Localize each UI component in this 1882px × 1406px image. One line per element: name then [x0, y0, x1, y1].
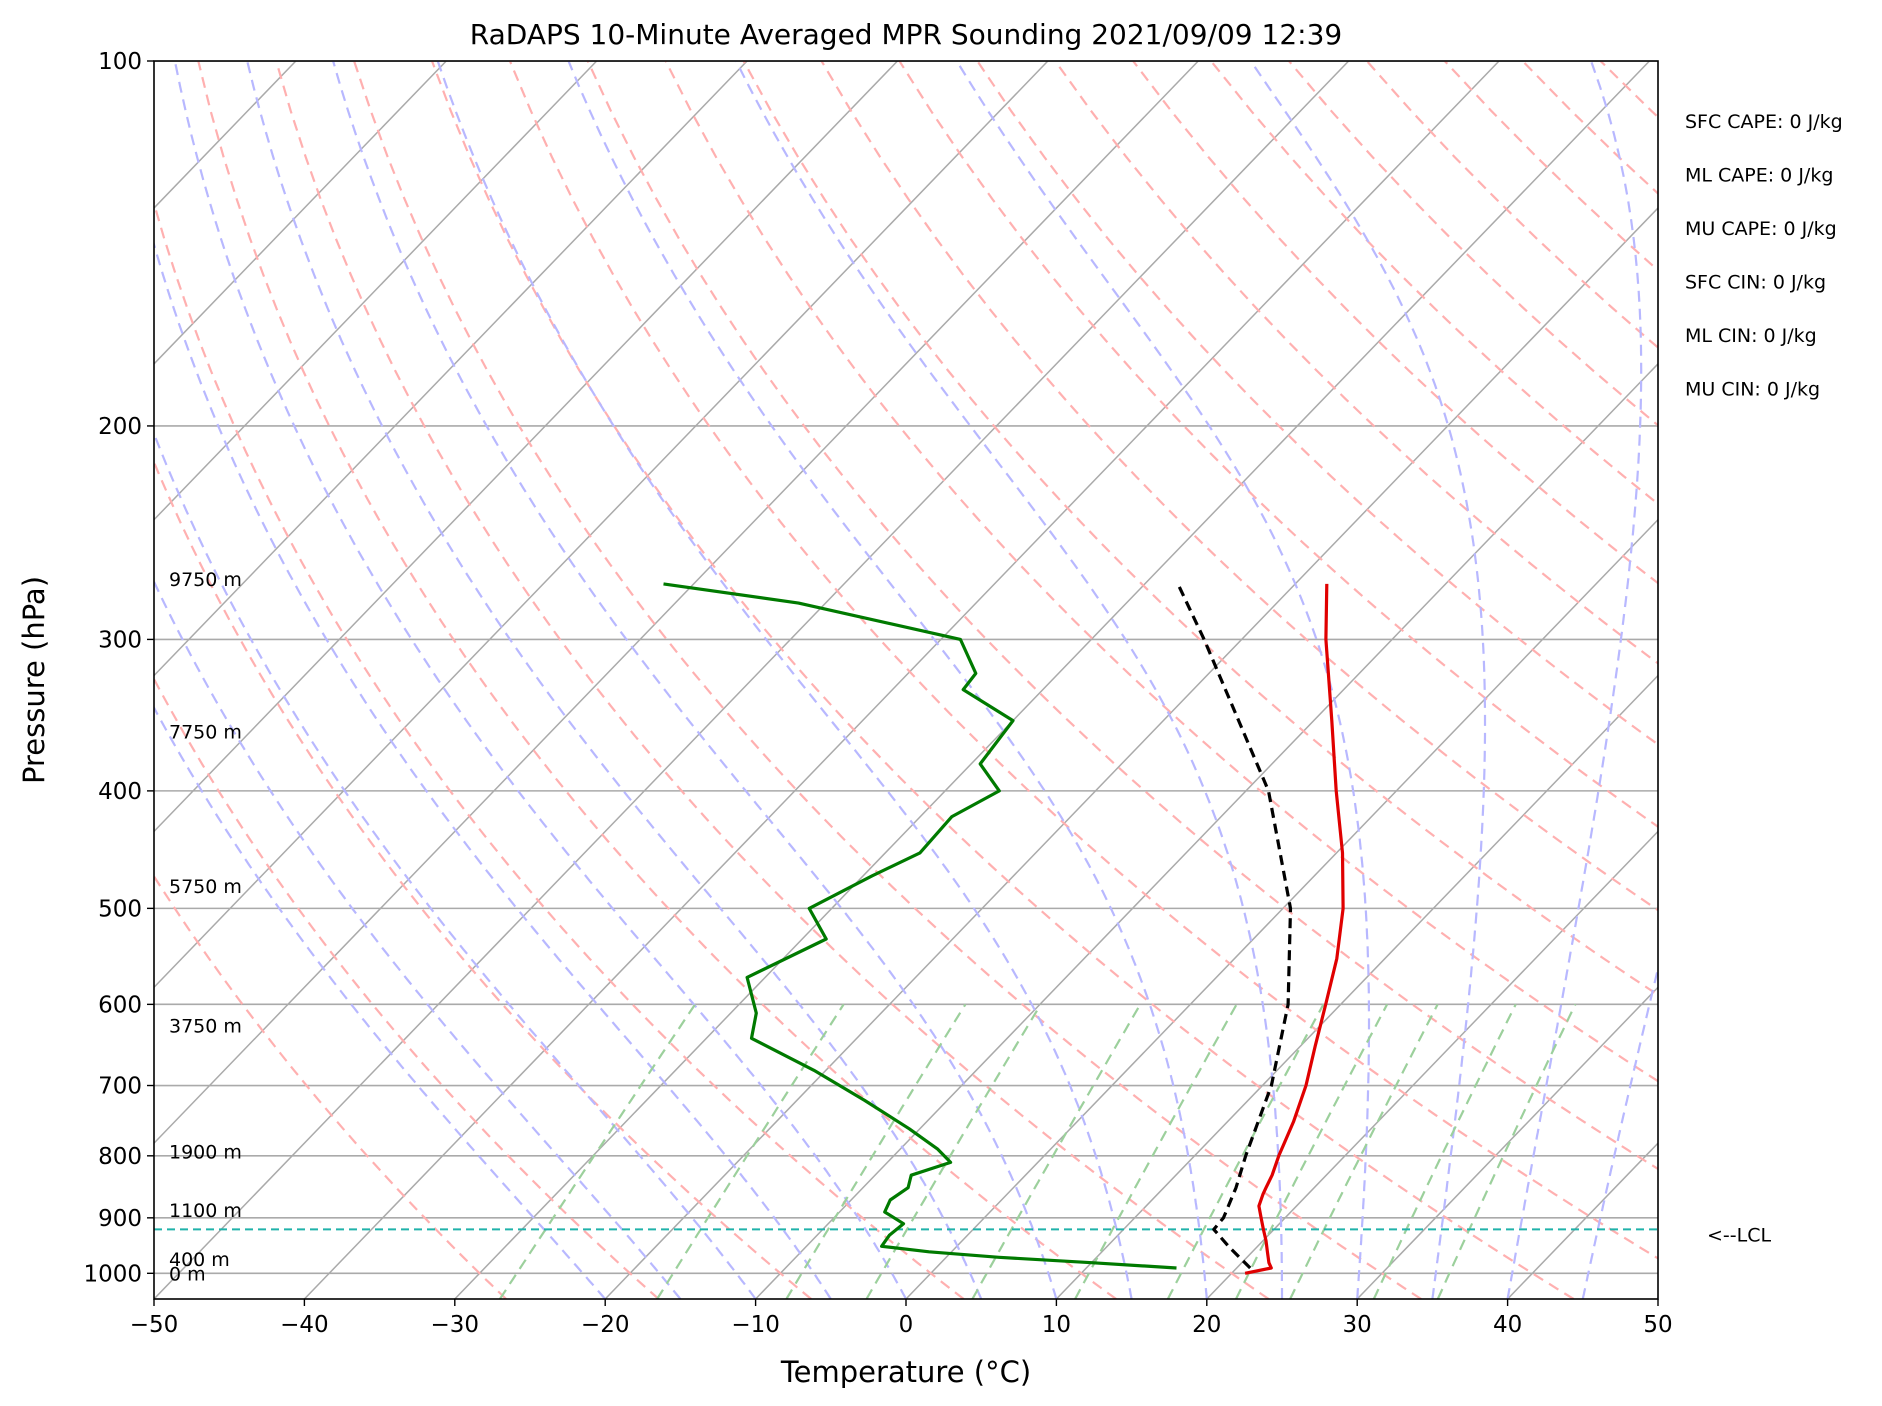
dry-adiabat-line	[430, 61, 1575, 1299]
height-label: 1100 m	[169, 1200, 242, 1222]
temperature-trace	[1244, 583, 1345, 1275]
lcl-label: <--LCL	[1707, 1224, 1771, 1246]
isotherm-line	[154, 61, 447, 365]
x-tick-label: 40	[1493, 1312, 1522, 1338]
dry-adiabat-line	[742, 61, 1658, 997]
height-labels: 9750 m 7750 m 5750 m 3750 m 1900 m 1100 m 400 …	[169, 569, 1771, 1285]
dry-adiabat-line	[664, 61, 1658, 1083]
height-label: 400 m	[169, 1249, 230, 1271]
moist-adiabat-line	[735, 61, 1284, 1299]
y-tick-label: 500	[98, 896, 142, 922]
height-label: 0 m	[169, 1263, 206, 1285]
dry-adiabat-line	[508, 61, 1658, 1260]
y-tick-label: 800	[98, 1144, 142, 1170]
axis-ticks: −50 −40 −30 −20 −10 0 10 20 30 40 50 100 200 300 400 50…	[83, 49, 1672, 1338]
x-tick-label: −50	[130, 1312, 179, 1338]
isotherm-line	[154, 61, 748, 677]
height-label: 3750 m	[169, 1016, 242, 1038]
stability-index: SFC CAPE: 0 J/kg	[1685, 111, 1843, 133]
isotherm-line	[1055, 674, 1658, 1299]
y-tick-label: 300	[98, 627, 142, 653]
height-label: 1900 m	[169, 1142, 242, 1164]
dry-adiabat-line	[197, 61, 1117, 1299]
moist-adiabat-line	[154, 240, 832, 1299]
moist-adiabat-line	[173, 61, 907, 1299]
x-tick-label: 50	[1643, 1312, 1672, 1338]
isotherm-line	[755, 362, 1658, 1299]
moist-adiabat-line	[567, 61, 1208, 1299]
y-tick-label: 100	[98, 49, 142, 75]
stability-index: SFC CIN: 0 J/kg	[1685, 272, 1826, 294]
mixing-ratio-line	[1074, 1003, 1238, 1299]
chart-title: RaDAPS 10-Minute Averaged MPR Sounding 2…	[470, 18, 1342, 51]
dry-adiabat-line	[275, 61, 1270, 1299]
isotherm-line	[905, 518, 1658, 1299]
y-tick-label: 600	[98, 992, 142, 1018]
isotherm-line	[454, 61, 1651, 1299]
x-tick-label: −20	[581, 1312, 630, 1338]
mixing-ratio-line	[498, 1003, 697, 1299]
mixing-ratio-line	[1166, 1003, 1325, 1299]
stability-index: MU CIN: 0 J/kg	[1685, 379, 1820, 401]
x-tick-label: −10	[731, 1312, 780, 1338]
moist-adiabat-line	[246, 61, 983, 1299]
moist-adiabat-line	[332, 61, 1058, 1299]
stability-index: ML CAPE: 0 J/kg	[1685, 165, 1833, 187]
dry-adiabat-line	[154, 459, 812, 1299]
y-tick-label: 900	[98, 1206, 142, 1232]
y-axis-label: Pressure (hPa)	[17, 576, 51, 784]
isotherm-line	[154, 61, 899, 833]
stability-indices: SFC CAPE: 0 J/kg ML CAPE: 0 J/kg MU CAPE: …	[1685, 111, 1843, 401]
mixing-ratio-line	[785, 1003, 967, 1299]
isotherm-line	[154, 61, 1350, 1299]
dewpoint-trace	[663, 582, 1177, 1270]
dry-adiabat-line	[154, 199, 965, 1299]
x-tick-label: 20	[1192, 1312, 1221, 1338]
parcel-trace	[1176, 583, 1293, 1270]
height-label: 7750 m	[169, 721, 242, 743]
dry-adiabat-line	[154, 874, 507, 1299]
data-traces	[663, 582, 1345, 1275]
x-tick-label: −40	[280, 1312, 329, 1338]
mixing-ratio-line	[1235, 1003, 1389, 1299]
stability-index: MU CAPE: 0 J/kg	[1685, 218, 1837, 240]
x-axis-label: Temperature (°C)	[780, 1355, 1031, 1389]
isotherm-line	[604, 206, 1658, 1299]
y-tick-label: 700	[98, 1074, 142, 1100]
isotherm-line	[1206, 830, 1658, 1299]
isotherm-line	[1356, 986, 1658, 1299]
moist-adiabat-line	[1581, 963, 1658, 1299]
isotherm-line	[154, 61, 1049, 989]
x-tick-label: 0	[899, 1312, 914, 1338]
y-tick-label: 200	[98, 414, 142, 440]
x-tick-label: 30	[1343, 1312, 1372, 1338]
isotherm-line	[154, 61, 598, 521]
moist-adiabat-line	[1249, 61, 1487, 1299]
dry-adiabat-line	[353, 61, 1422, 1299]
mixing-ratio-line	[1289, 1003, 1439, 1299]
mixing-ratio-line	[1436, 1003, 1577, 1299]
y-tick-label: 1000	[83, 1261, 142, 1287]
stability-index: ML CIN: 0 J/kg	[1685, 325, 1817, 347]
x-tick-label: 10	[1042, 1312, 1071, 1338]
moist-adiabat-line	[1506, 61, 1643, 1299]
mixing-ratio-line	[865, 1003, 1042, 1299]
height-label: 9750 m	[169, 569, 242, 591]
x-tick-label: −30	[431, 1312, 480, 1338]
background-grid	[154, 61, 1658, 1299]
isotherm-line	[154, 61, 1199, 1145]
mixing-ratio-line	[971, 1003, 1142, 1299]
dry-adiabat-line	[154, 676, 660, 1299]
mixing-ratio-line	[1372, 1003, 1517, 1299]
moist-adiabat-line	[154, 705, 607, 1299]
dry-adiabat-line	[976, 61, 1658, 746]
y-tick-label: 400	[98, 779, 142, 805]
moist-adiabat-line	[154, 579, 682, 1299]
height-label: 5750 m	[169, 876, 242, 898]
moist-adiabat-line	[154, 430, 757, 1299]
